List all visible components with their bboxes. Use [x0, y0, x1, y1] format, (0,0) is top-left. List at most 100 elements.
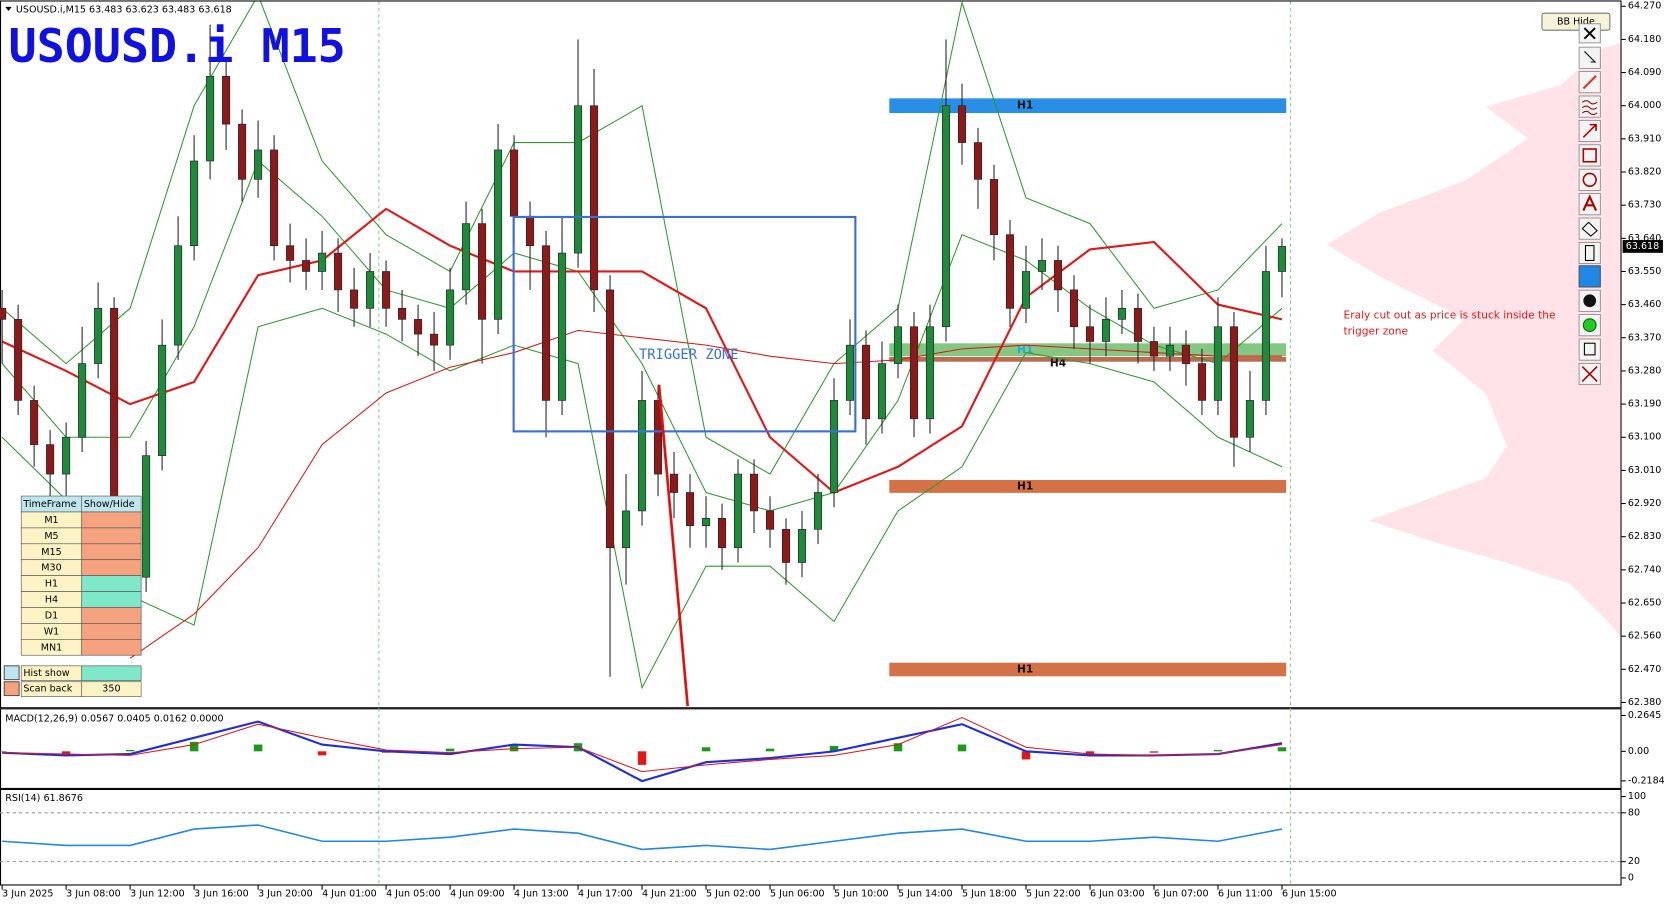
indicator-plot: [0, 716, 1622, 863]
main-panel: [0, 0, 1622, 709]
macd-line: [2, 720, 1283, 783]
candle-body: [1021, 271, 1031, 309]
candle-body: [1133, 308, 1143, 342]
candle-body: [302, 260, 311, 272]
y-tick-label: 62.650: [1628, 598, 1661, 609]
tf-label: MN1: [41, 642, 62, 653]
rect-tool[interactable]: [1578, 144, 1601, 167]
tf-toggle[interactable]: [81, 559, 142, 576]
candle-body: [1229, 326, 1238, 438]
candle-body: [574, 105, 583, 254]
candle-body: [542, 245, 551, 401]
y-tick-label: -0.2184: [1628, 775, 1664, 786]
save-tool[interactable]: [1578, 338, 1601, 361]
candle-body: [941, 105, 951, 328]
candle-body: [1101, 319, 1111, 342]
x-tick-label: 6 Jun 11:00: [1218, 889, 1273, 900]
icon: [1582, 123, 1597, 138]
x-tick-label: 5 Jun 22:00: [1026, 889, 1081, 900]
rsi-title: RSI(14) 61.8676: [5, 793, 83, 804]
candle-body: [494, 149, 503, 320]
tf-label: H1: [45, 579, 58, 590]
tf-toggle[interactable]: [81, 511, 142, 529]
candle-body: [110, 308, 119, 519]
candle-body: [1165, 344, 1175, 357]
candle-body: [334, 252, 343, 291]
dropdown-arrow[interactable]: [5, 6, 12, 12]
trigger-zone-label: TRIGGER ZONE: [639, 347, 739, 363]
macd-hist: [957, 744, 967, 752]
x-tick-label: 3 Jun 12:00: [130, 889, 185, 900]
scan-value-cell[interactable]: [81, 681, 142, 697]
y-tick-label: 64.270: [1628, 1, 1661, 12]
hist-label: Hist show: [23, 668, 69, 679]
y-tick-label: 64.180: [1628, 34, 1661, 45]
tf-toggle[interactable]: [81, 543, 142, 561]
candle-body: [781, 529, 791, 563]
fib-tool[interactable]: [1578, 95, 1601, 118]
y-tick-label: 80: [1628, 807, 1640, 818]
indicator-line: [1, 307, 1283, 690]
x-tick-label: 5 Jun 02:00: [706, 889, 761, 900]
candle-body: [1069, 289, 1079, 328]
candle-body: [877, 363, 887, 420]
icon: [1583, 294, 1597, 308]
x-tick-label: 6 Jun 15:00: [1282, 889, 1337, 900]
candle-body: [558, 252, 567, 401]
macd-signal: [2, 716, 1283, 773]
zone: [889, 98, 1287, 114]
tf-header: TimeFrame: [22, 499, 76, 510]
tf-header: Show/Hide: [84, 499, 135, 510]
x-tick-label: 5 Jun 14:00: [898, 889, 953, 900]
cursor-tool[interactable]: [1578, 46, 1601, 69]
tf-toggle[interactable]: [81, 607, 142, 624]
x-tick-label: 6 Jun 07:00: [1154, 889, 1209, 900]
y-tick-label: 63.460: [1628, 299, 1661, 310]
zone: [889, 356, 1287, 362]
x-tick-label: 4 Jun 17:00: [578, 889, 633, 900]
tf-toggle[interactable]: [81, 638, 142, 656]
y-tick-label: 0: [1628, 872, 1634, 883]
macd-hist: [61, 751, 71, 755]
candle-body: [446, 289, 455, 346]
y-tick-label: 63.910: [1628, 133, 1661, 144]
color-tool[interactable]: [1578, 265, 1601, 288]
hist-toggle[interactable]: [81, 665, 142, 682]
icon: [1584, 245, 1595, 261]
candle-body: [638, 400, 647, 512]
candle-body: [174, 245, 183, 346]
candle-body: [398, 308, 407, 320]
y-tick-label: 63.280: [1628, 365, 1661, 376]
volume-profile: [1326, 42, 1622, 638]
x-tick-label: 4 Jun 21:00: [642, 889, 697, 900]
candle-body: [701, 517, 711, 526]
candle-body: [670, 473, 679, 493]
tf-toggle[interactable]: [81, 591, 142, 608]
candle-body: [1005, 234, 1015, 309]
scan-icon[interactable]: [3, 681, 20, 697]
ellipse-tool[interactable]: [1578, 168, 1601, 191]
macd-hist: [1021, 751, 1031, 760]
chart-title: USOUSD.i M15: [8, 20, 345, 74]
icon: [1581, 221, 1598, 237]
hist-icon[interactable]: [3, 665, 20, 681]
candle-body: [957, 105, 967, 143]
tf-toggle[interactable]: [81, 575, 142, 592]
candle-body: [254, 149, 263, 180]
macd-hist: [0, 751, 7, 752]
x-tick-label: 3 Jun 16:00: [194, 889, 249, 900]
clear-tool[interactable]: [1578, 241, 1601, 265]
candle-body: [1181, 344, 1191, 364]
tf-toggle[interactable]: [81, 527, 142, 545]
label-tool[interactable]: [1578, 217, 1601, 240]
last-price-box: [1622, 240, 1663, 253]
tf-toggle[interactable]: [81, 623, 142, 640]
indicator-line: [1, 160, 1283, 512]
tf-label: D1: [45, 610, 58, 621]
macd-hist: [445, 748, 455, 752]
x-tick-label: 4 Jun 05:00: [386, 889, 441, 900]
y-tick-label: 63.010: [1628, 465, 1661, 476]
macd-title: MACD(12,26,9) 0.0567 0.0405 0.0162 0.000…: [5, 713, 223, 724]
x-tick-label: 5 Jun 18:00: [962, 889, 1017, 900]
